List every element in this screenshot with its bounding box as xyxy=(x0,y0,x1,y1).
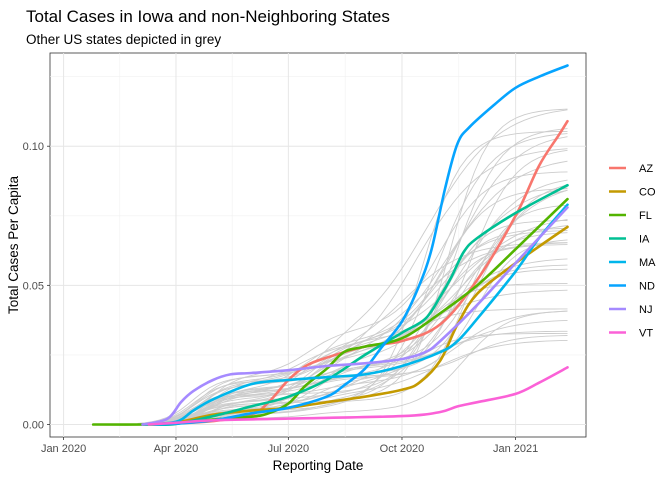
background-state-line xyxy=(137,227,568,425)
x-tick-label: Jul 2020 xyxy=(268,443,310,455)
chart-subtitle: Other US states depicted in grey xyxy=(26,32,221,47)
legend-label-ia: IA xyxy=(639,234,650,246)
background-state-line xyxy=(137,189,568,425)
legend: AZ CO FL IA MA ND NJ VT xyxy=(609,163,656,340)
legend-label-az: AZ xyxy=(639,163,653,175)
x-tick-label: Oct 2020 xyxy=(380,443,425,455)
x-axis-label: Reporting Date xyxy=(273,458,364,473)
legend-label-vt: VT xyxy=(639,328,653,340)
series-line-ia xyxy=(147,183,569,426)
background-state-line xyxy=(137,310,568,425)
x-tick-label: Apr 2020 xyxy=(154,443,199,455)
background-state-line xyxy=(137,225,568,425)
series-line-vt xyxy=(147,366,569,426)
legend-label-co: CO xyxy=(639,187,656,199)
series-line-ma xyxy=(141,203,569,426)
y-tick-label: 0.10 xyxy=(23,141,44,153)
legend-label-ma: MA xyxy=(639,257,656,269)
background-state-line xyxy=(137,148,568,425)
grid xyxy=(50,53,586,437)
background-state-line xyxy=(137,171,568,425)
chart-title: Total Cases in Iowa and non-Neighboring … xyxy=(26,7,390,26)
y-tick-label: 0.00 xyxy=(23,419,44,431)
series-line-nd xyxy=(153,64,569,426)
x-tick-label: Jan 2020 xyxy=(41,443,86,455)
series-lines xyxy=(91,64,569,426)
axes: 0.00 0.05 0.10 Jan 2020 Apr 2020 Jul 2020 Oct … xyxy=(23,141,539,455)
legend-label-fl: FL xyxy=(639,210,652,222)
background-state-line xyxy=(137,136,568,425)
legend-label-nd: ND xyxy=(639,281,655,293)
background-state-line xyxy=(137,160,568,425)
x-tick-label: Jan 2021 xyxy=(493,443,538,455)
series-line-nj xyxy=(141,206,569,426)
legend-label-nj: NJ xyxy=(639,304,652,316)
y-axis-label: Total Cases Per Capita xyxy=(6,175,21,314)
y-tick-label: 0.05 xyxy=(23,280,44,292)
background-state-line xyxy=(137,308,568,425)
background-state-line xyxy=(137,242,568,424)
